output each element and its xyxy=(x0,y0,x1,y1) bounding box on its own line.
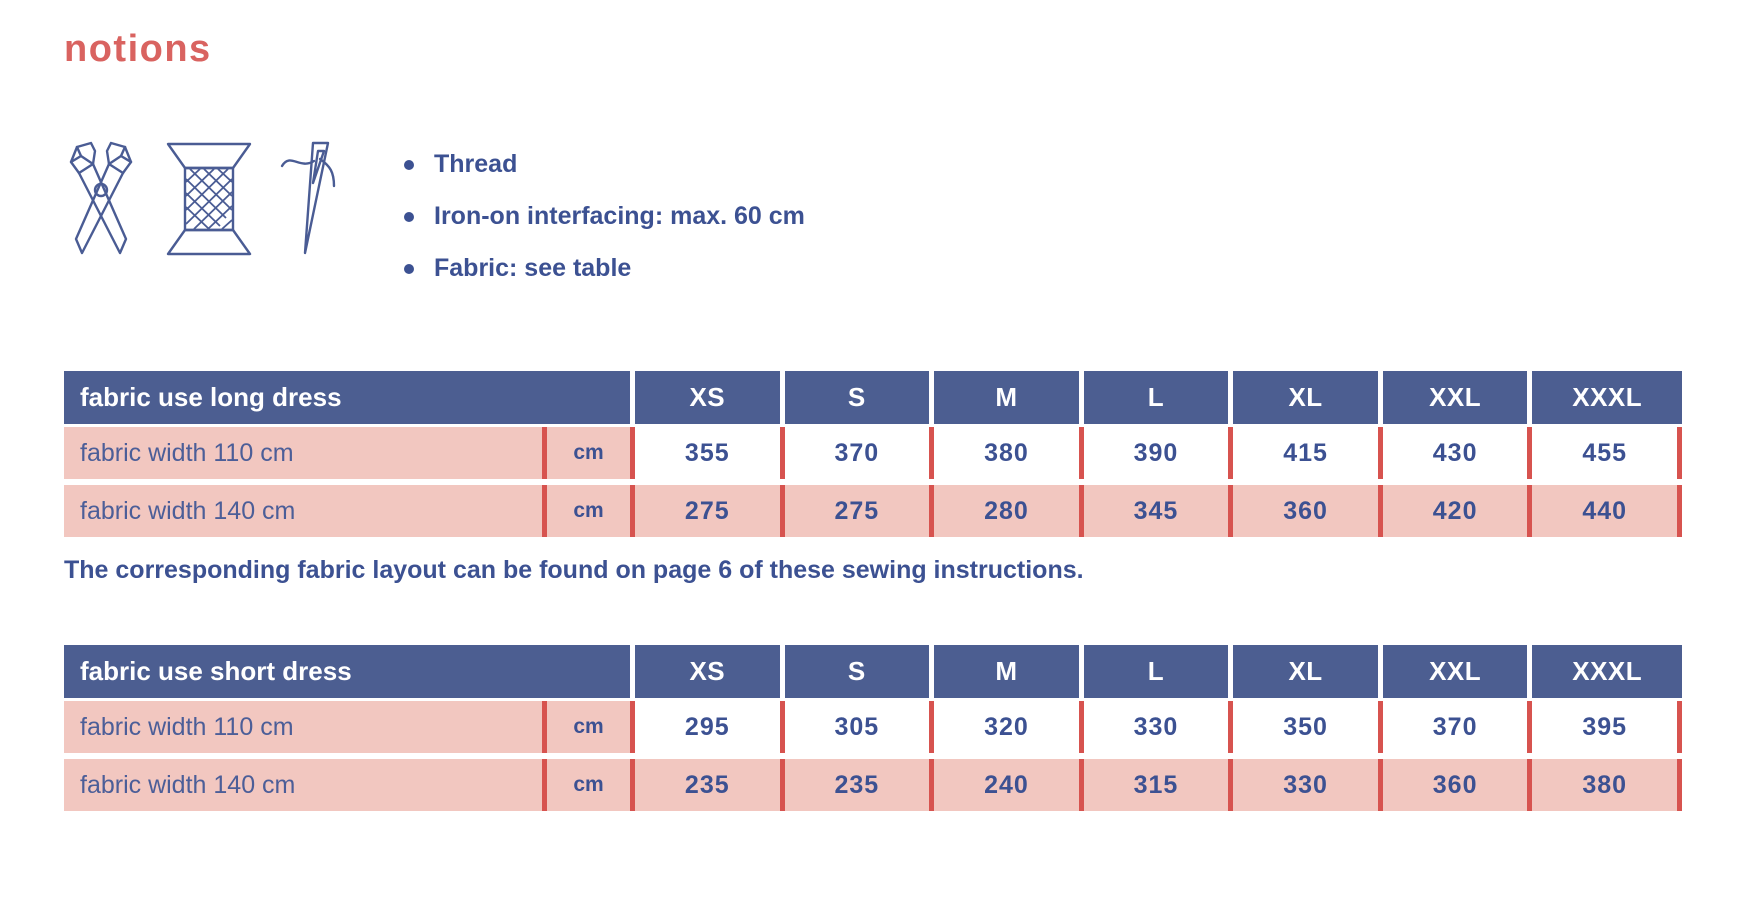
value-cell: 345 xyxy=(1083,485,1234,537)
size-header-l: L xyxy=(1083,645,1234,698)
fabric-width-label: fabric width 140 cm xyxy=(64,759,547,811)
table-row: fabric width 110 cm cm 295 305 320 330 3… xyxy=(64,701,1682,753)
value-cell: 275 xyxy=(635,485,785,537)
value-cell: 330 xyxy=(1083,701,1234,753)
value-cell: 350 xyxy=(1233,701,1383,753)
value-cell: 240 xyxy=(934,759,1084,811)
scissors-icon xyxy=(64,140,138,263)
value-cell: 395 xyxy=(1532,701,1682,753)
fabric-width-label: fabric width 110 cm xyxy=(64,701,547,753)
value-cell: 320 xyxy=(934,701,1084,753)
value-cell: 370 xyxy=(1382,701,1533,753)
size-header-xxxl: XXXL xyxy=(1532,371,1682,424)
note-text: The corresponding fabric layout can be f… xyxy=(64,556,1084,584)
needle-icon xyxy=(280,140,336,261)
value-cell: 360 xyxy=(1233,485,1383,537)
value-cell: 295 xyxy=(635,701,785,753)
value-cell: 275 xyxy=(784,485,935,537)
unit-cell: cm xyxy=(547,701,635,753)
fabric-width-label: fabric width 140 cm xyxy=(64,485,547,537)
list-item-label: Iron-on interfacing: max. 60 cm xyxy=(434,202,805,230)
bullet-icon xyxy=(404,212,414,222)
value-cell: 430 xyxy=(1382,427,1533,479)
table-row: fabric width 140 cm cm 235 235 240 315 3… xyxy=(64,759,1682,811)
value-cell: 235 xyxy=(635,759,785,811)
table-row: fabric width 110 cm cm 355 370 380 390 4… xyxy=(64,427,1682,479)
value-cell: 305 xyxy=(784,701,935,753)
fabric-table-short-dress: fabric use short dress XS S M L XL XXL X… xyxy=(64,645,1682,817)
list-item: Fabric: see table xyxy=(404,254,805,282)
list-item-label: Fabric: see table xyxy=(434,254,632,282)
table-row: fabric width 140 cm cm 275 275 280 345 3… xyxy=(64,485,1682,537)
value-cell: 455 xyxy=(1532,427,1682,479)
value-cell: 415 xyxy=(1233,427,1383,479)
size-header-xxxl: XXXL xyxy=(1532,645,1682,698)
value-cell: 355 xyxy=(635,427,785,479)
unit-cell: cm xyxy=(547,427,635,479)
list-item: Thread xyxy=(404,150,805,178)
size-header-xs: XS xyxy=(635,371,785,424)
size-header-xs: XS xyxy=(635,645,785,698)
size-header-xl: XL xyxy=(1233,371,1383,424)
size-header-s: S xyxy=(784,371,935,424)
notions-list: Thread Iron-on interfacing: max. 60 cm F… xyxy=(404,150,805,306)
value-cell: 390 xyxy=(1083,427,1234,479)
bullet-icon xyxy=(404,160,414,170)
value-cell: 315 xyxy=(1083,759,1234,811)
notions-icons xyxy=(64,140,336,263)
unit-cell: cm xyxy=(547,759,635,811)
value-cell: 235 xyxy=(784,759,935,811)
fabric-width-label: fabric width 110 cm xyxy=(64,427,547,479)
value-cell: 440 xyxy=(1532,485,1682,537)
size-header-xxl: XXL xyxy=(1382,645,1533,698)
value-cell: 380 xyxy=(934,427,1084,479)
table-title-cell: fabric use long dress xyxy=(64,371,635,424)
table-header-row: fabric use short dress XS S M L XL XXL X… xyxy=(64,645,1682,698)
value-cell: 330 xyxy=(1233,759,1383,811)
value-cell: 360 xyxy=(1382,759,1533,811)
table-title-cell: fabric use short dress xyxy=(64,645,635,698)
value-cell: 380 xyxy=(1532,759,1682,811)
table-header-row: fabric use long dress XS S M L XL XXL XX… xyxy=(64,371,1682,424)
value-cell: 370 xyxy=(784,427,935,479)
list-item: Iron-on interfacing: max. 60 cm xyxy=(404,202,805,230)
bullet-icon xyxy=(404,264,414,274)
page-title: notions xyxy=(64,28,212,70)
size-header-l: L xyxy=(1083,371,1234,424)
thread-spool-icon xyxy=(164,140,254,263)
value-cell: 280 xyxy=(934,485,1084,537)
fabric-table-long-dress: fabric use long dress XS S M L XL XXL XX… xyxy=(64,371,1682,543)
size-header-xl: XL xyxy=(1233,645,1383,698)
list-item-label: Thread xyxy=(434,150,518,178)
size-header-m: M xyxy=(934,371,1084,424)
size-header-s: S xyxy=(784,645,935,698)
size-header-m: M xyxy=(934,645,1084,698)
unit-cell: cm xyxy=(547,485,635,537)
value-cell: 420 xyxy=(1382,485,1533,537)
size-header-xxl: XXL xyxy=(1382,371,1533,424)
